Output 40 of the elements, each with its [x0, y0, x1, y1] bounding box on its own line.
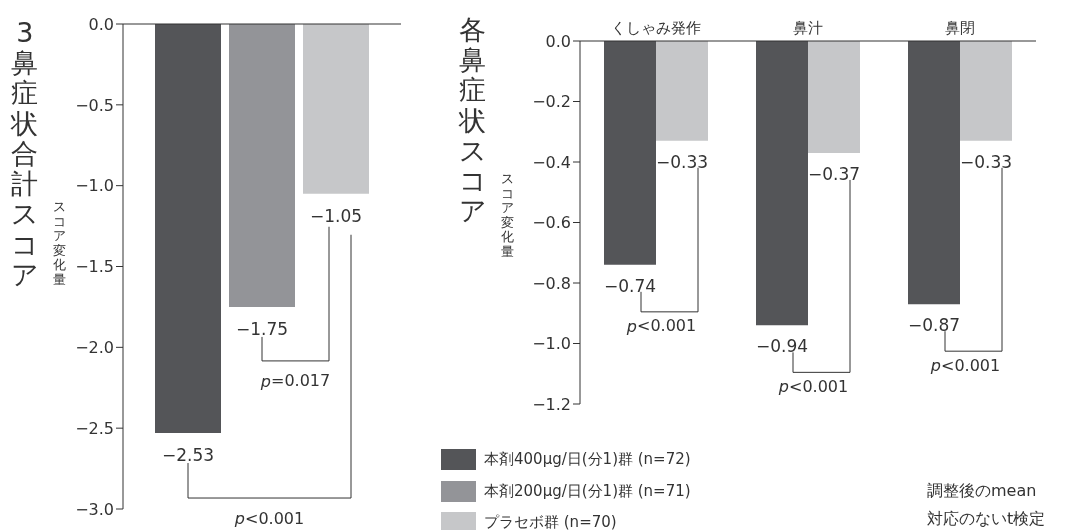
annotation: p=0.017	[259, 371, 331, 391]
text: 対応のないt検定	[927, 508, 1046, 528]
data-label: −0.33	[655, 151, 709, 172]
y-tick-label: −0.6	[532, 213, 571, 233]
annotation: p<0.001	[929, 355, 1001, 375]
y-tick-label: −1.2	[532, 394, 571, 414]
text: 各鼻症状スコア	[458, 14, 488, 227]
y-tick-label: −0.8	[532, 273, 571, 293]
y-tick-label: −1.0	[532, 334, 571, 354]
data-label: −0.94	[755, 336, 809, 357]
data-label: −0.33	[959, 151, 1013, 172]
annotation: p<0.001	[625, 316, 697, 336]
y-tick-label: −3.0	[75, 499, 114, 519]
data-label: −0.87	[907, 315, 961, 336]
y-axis-title: スコア変化量	[52, 199, 67, 288]
y-tick-label: −2.5	[75, 418, 114, 438]
legend-label: 本剤400μg/日(分1)群 (n=72)	[484, 450, 691, 470]
y-tick-label: −1.0	[75, 176, 114, 196]
data-label: −0.74	[603, 275, 657, 296]
y-tick-label: −1.5	[75, 257, 114, 277]
y-tick-label: 0.0	[88, 14, 114, 34]
text: 調整後のmean	[927, 480, 1037, 500]
x-tick-label: 鼻汁	[793, 19, 823, 37]
y-tick-label: −2.0	[75, 338, 114, 358]
annotation: p<0.001	[777, 376, 849, 396]
y-tick-label: −0.2	[532, 92, 571, 112]
x-tick-label: くしゃみ発作	[611, 19, 701, 37]
x-tick-label: 鼻閉	[945, 19, 975, 37]
legend-label: プラセボ群 (n=70)	[484, 513, 617, 530]
y-tick-label: 0.0	[545, 31, 571, 51]
data-label: −1.75	[235, 318, 289, 339]
data-label: −0.37	[807, 163, 861, 184]
y-axis-title: スコア変化量	[500, 171, 515, 260]
annotation: p<0.001	[233, 508, 305, 528]
y-tick-label: −0.5	[75, 95, 114, 115]
legend-label: 本剤200μg/日(分1)群 (n=71)	[484, 481, 691, 501]
y-tick-label: −0.4	[532, 152, 571, 172]
chart-title: 3鼻症状合計スコア	[10, 17, 39, 290]
data-label: −1.05	[309, 205, 363, 226]
data-label: −2.53	[161, 445, 215, 466]
